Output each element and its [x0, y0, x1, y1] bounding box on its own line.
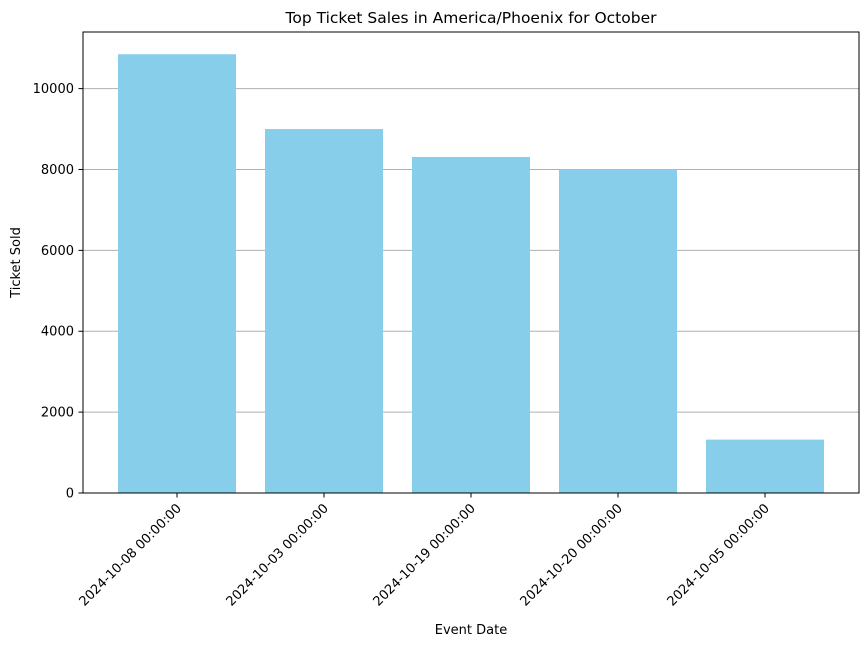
x-tick-label: 2024-10-05 00:00:00	[665, 501, 773, 609]
bars	[118, 54, 824, 494]
x-tick-label: 2024-10-19 00:00:00	[371, 501, 479, 609]
bar	[265, 129, 383, 494]
bar	[412, 156, 530, 493]
x-axis-label: Event Date	[435, 623, 507, 638]
y-axis-label: Ticket Sold	[9, 227, 24, 299]
x-tick-label: 2024-10-03 00:00:00	[224, 501, 332, 609]
y-tick-label: 8000	[41, 163, 74, 178]
bar	[706, 439, 824, 493]
bar	[118, 54, 236, 494]
y-tick-label: 0	[66, 487, 74, 502]
y-tick-label: 4000	[41, 325, 74, 340]
bar	[559, 169, 677, 493]
y-tick-label: 2000	[41, 406, 74, 421]
y-axis-ticks: 0 2000 4000 6000 8000 10000	[33, 82, 83, 502]
x-tick-label: 2024-10-20 00:00:00	[518, 501, 626, 609]
x-axis-ticks: 2024-10-08 00:00:00 2024-10-03 00:00:00 20…	[77, 493, 773, 609]
y-tick-label: 10000	[33, 82, 74, 97]
y-tick-label: 6000	[41, 244, 74, 259]
x-tick-label: 2024-10-08 00:00:00	[77, 501, 185, 609]
chart-title: Top Ticket Sales in America/Phoenix for …	[285, 9, 658, 27]
